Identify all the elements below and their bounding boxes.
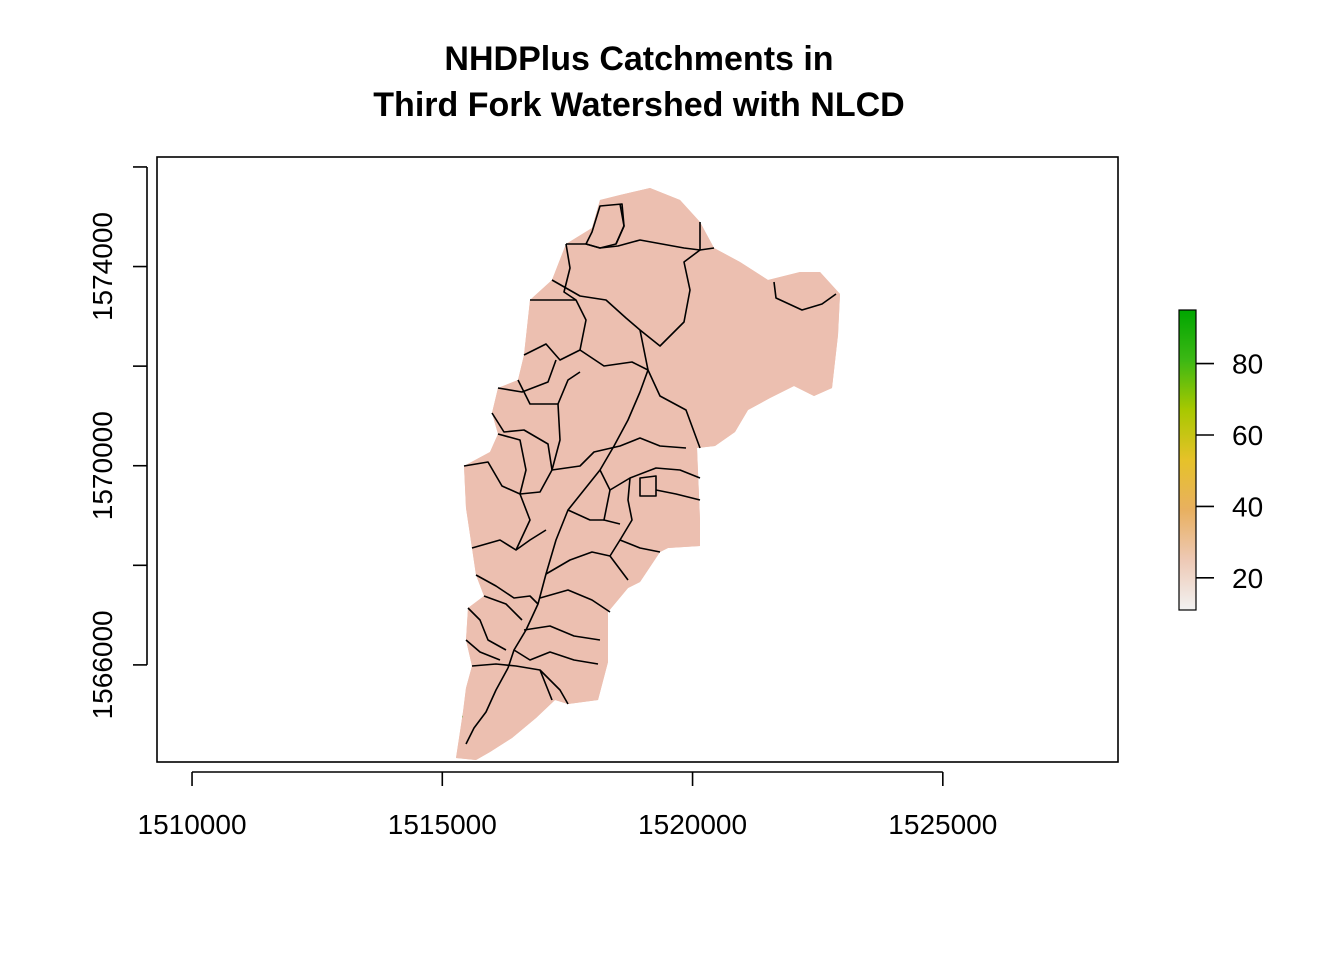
y-tick-label: 1566000 [87, 610, 118, 719]
legend-tick-label: 20 [1232, 563, 1263, 594]
map-title-line-1: NHDPlus Catchments in [444, 40, 834, 78]
y-axis: 1566000 1570000 1574000 [87, 166, 148, 719]
legend-tick-label: 80 [1232, 349, 1263, 380]
map-title-line-2: Third Fork Watershed with NLCD [373, 86, 905, 124]
x-tick-label: 1510000 [138, 809, 247, 840]
x-axis: 1510000 1515000 1520000 1525000 [138, 771, 997, 840]
plot-frame [156, 156, 1119, 763]
x-tick-label: 1520000 [638, 809, 747, 840]
legend-bar [1178, 309, 1197, 611]
y-tick-label: 1574000 [87, 212, 118, 321]
legend-tick-label: 40 [1232, 491, 1263, 522]
map-title: NHDPlus Catchments in Third Fork Watersh… [0, 36, 1278, 128]
x-tick-label: 1525000 [888, 809, 997, 840]
legend-color-bar: 20 40 60 80 [1178, 309, 1263, 611]
y-tick-label: 1570000 [87, 411, 118, 520]
catchment-boundaries [455, 187, 841, 761]
legend-tick-label: 60 [1232, 420, 1263, 451]
nlcd-raster [455, 187, 841, 761]
x-tick-label: 1515000 [388, 809, 497, 840]
